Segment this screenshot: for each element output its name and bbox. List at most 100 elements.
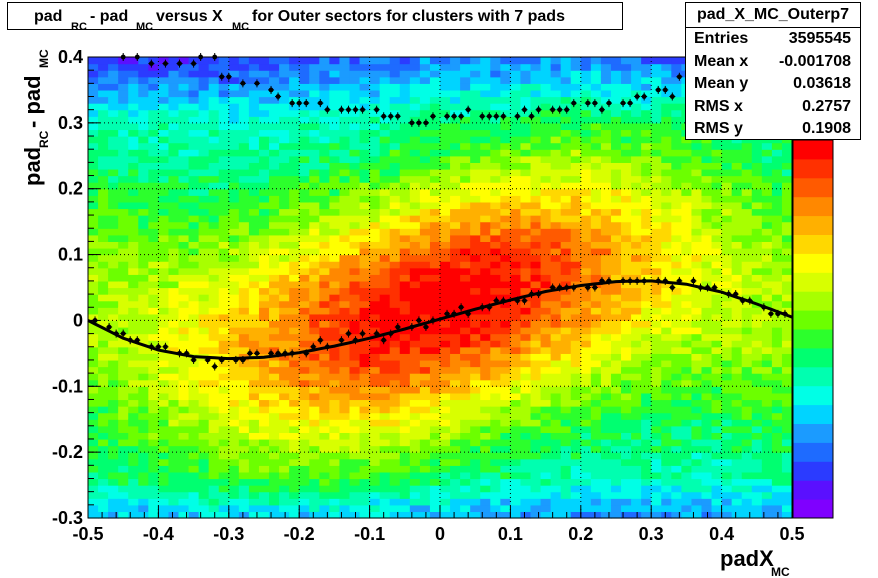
heatmap-cell: [118, 320, 129, 328]
heatmap-cell: [560, 182, 572, 190]
heatmap-cell: [580, 327, 592, 335]
heatmap-cell: [269, 228, 280, 236]
heatmap-cell: [238, 241, 250, 249]
heatmap-cell: [369, 412, 381, 420]
heatmap-cell: [671, 267, 682, 275]
heatmap-cell: [369, 129, 381, 137]
heatmap-cell: [98, 386, 109, 394]
heatmap-cell: [530, 327, 542, 335]
heatmap-cell: [359, 267, 371, 275]
heatmap-cell: [208, 228, 220, 236]
heatmap-cell: [289, 208, 300, 216]
heatmap-cell: [751, 452, 763, 460]
heatmap-cell: [228, 76, 240, 84]
heatmap-cell: [751, 458, 763, 466]
heatmap-cell: [751, 188, 763, 196]
heatmap-cell: [359, 241, 371, 249]
heatmap-cell: [369, 307, 381, 315]
heatmap-cell: [409, 313, 421, 322]
heatmap-cell: [88, 155, 99, 163]
heatmap-cell: [198, 122, 210, 131]
heatmap-cell: [389, 307, 401, 315]
heatmap-cell: [429, 122, 441, 131]
heatmap-cell: [218, 432, 230, 440]
heatmap-cell: [369, 406, 381, 414]
heatmap-cell: [721, 241, 733, 249]
heatmap-cell: [339, 122, 351, 131]
heatmap-cell: [248, 412, 260, 420]
heatmap-cell: [671, 241, 682, 249]
heatmap-cell: [98, 498, 109, 506]
heatmap-cell: [108, 445, 119, 453]
heatmap-cell: [751, 340, 763, 348]
heatmap-cell: [329, 452, 341, 460]
heatmap-cell: [369, 234, 381, 242]
heatmap-cell: [389, 406, 401, 414]
heatmap-cell: [500, 359, 511, 368]
x-tick-label: 0.3: [639, 524, 664, 544]
heatmap-cell: [289, 392, 300, 401]
heatmap-cell: [138, 168, 149, 177]
heatmap-cell: [731, 228, 743, 236]
heatmap-cell: [721, 340, 733, 348]
heatmap-cell: [470, 313, 481, 322]
heatmap-cell: [510, 452, 522, 460]
heatmap-cell: [299, 63, 310, 71]
heatmap-cell: [128, 109, 139, 117]
heatmap-cell: [550, 340, 562, 348]
heatmap-cell: [731, 452, 743, 460]
heatmap-cell: [590, 307, 602, 315]
heatmap-cell: [188, 346, 200, 354]
heatmap-cell: [701, 504, 713, 513]
heatmap-cell: [711, 504, 723, 513]
heatmap-cell: [429, 307, 441, 315]
heatmap-cell: [590, 109, 602, 117]
heatmap-cell: [128, 419, 139, 427]
heatmap-cell: [168, 247, 180, 256]
heatmap-cell: [460, 491, 471, 499]
heatmap-cell: [359, 294, 371, 302]
heatmap-cell: [178, 432, 190, 440]
heatmap-cell: [399, 241, 411, 249]
heatmap-cell: [440, 366, 451, 374]
heatmap-cell: [279, 346, 290, 354]
heatmap-cell: [138, 392, 149, 401]
heatmap-cell: [621, 485, 632, 493]
heatmap-cell: [590, 491, 602, 499]
heatmap-cell: [168, 471, 180, 480]
heatmap-cell: [279, 201, 290, 210]
heatmap-cell: [409, 445, 421, 453]
heatmap-cell: [580, 458, 592, 466]
heatmap-cell: [691, 359, 703, 368]
heatmap-cell: [450, 57, 461, 65]
heatmap-cell: [691, 399, 703, 407]
heatmap-cell: [610, 109, 622, 117]
heatmap-cell: [550, 445, 562, 453]
heatmap-cell: [379, 425, 391, 433]
heatmap-cell: [248, 458, 260, 466]
heatmap-cell: [238, 458, 250, 466]
heatmap-cell: [480, 234, 491, 242]
heatmap-cell: [490, 432, 501, 440]
heatmap-cell: [631, 419, 642, 427]
heatmap-cell: [269, 83, 280, 91]
heatmap-cell: [651, 261, 662, 269]
heatmap-cell: [108, 392, 119, 401]
heatmap-cell: [761, 241, 773, 249]
heatmap-cell: [641, 340, 652, 348]
heatmap-cell: [309, 103, 320, 111]
heatmap-cell: [711, 471, 723, 480]
heatmap-cell: [178, 491, 190, 499]
heatmap-cell: [530, 498, 542, 506]
heatmap-cell: [600, 57, 612, 65]
heatmap-cell: [269, 149, 280, 157]
heatmap-cell: [550, 201, 562, 210]
heatmap-cell: [570, 234, 582, 242]
heatmap-cell: [269, 425, 280, 433]
heatmap-cell: [359, 195, 371, 203]
heatmap-cell: [560, 136, 572, 144]
heatmap-cell: [450, 261, 461, 269]
heatmap-cell: [570, 215, 582, 223]
heatmap-cell: [118, 142, 129, 150]
heatmap-cell: [711, 274, 723, 282]
